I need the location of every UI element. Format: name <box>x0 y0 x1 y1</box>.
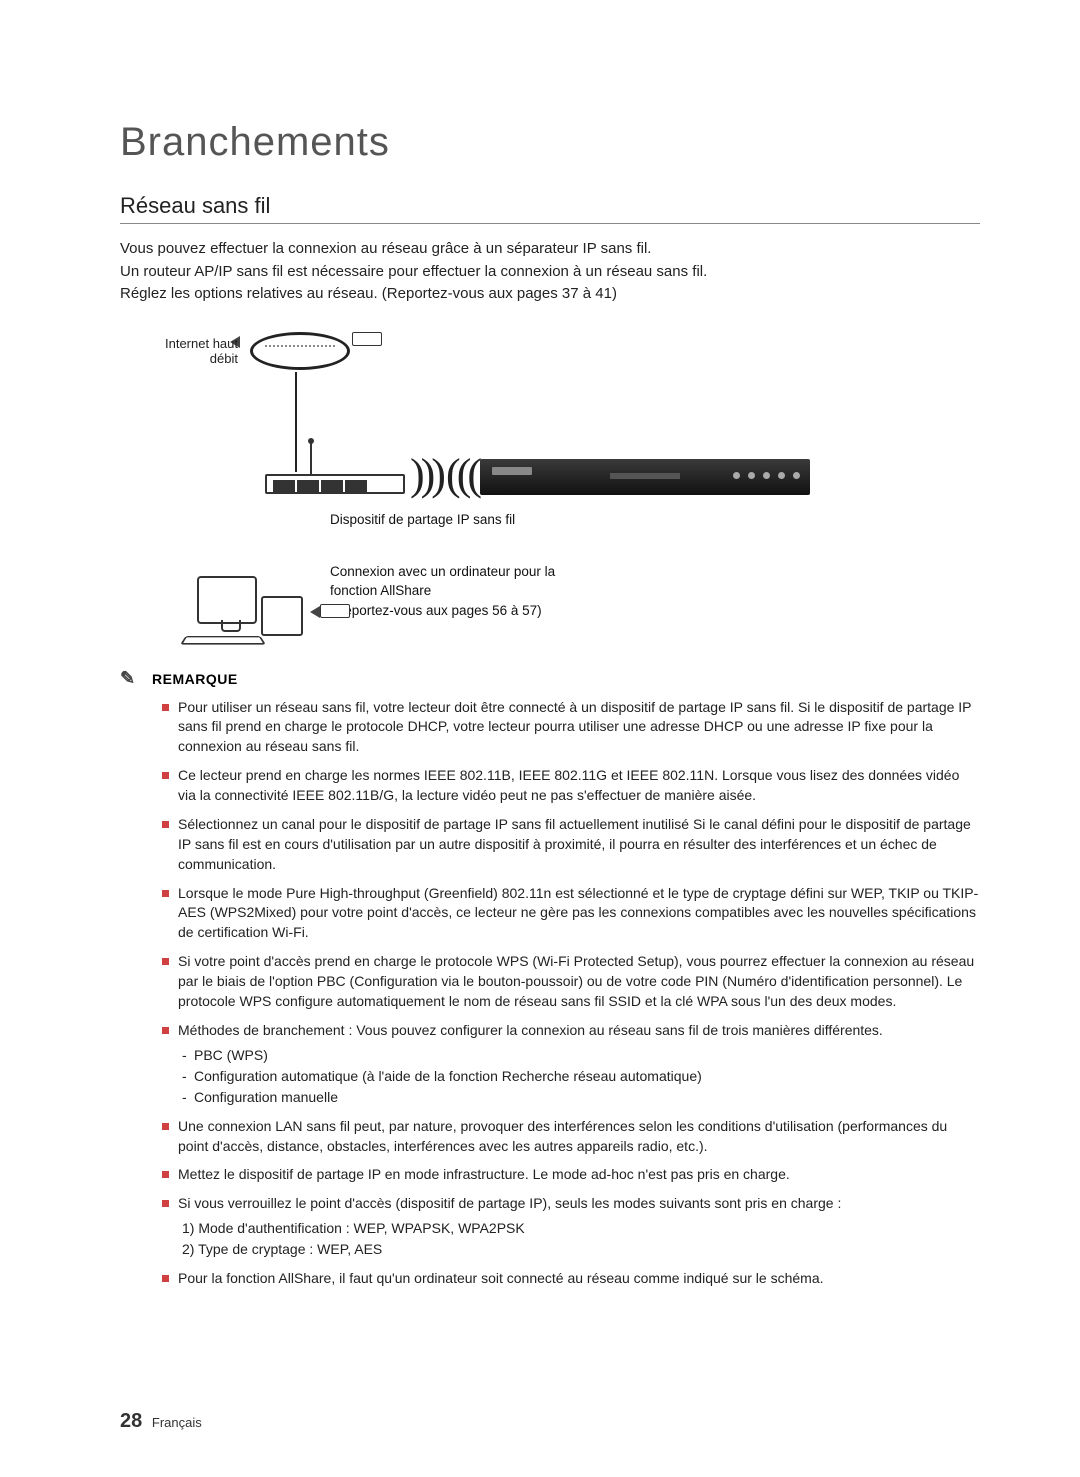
sublist-item: Configuration manuelle <box>182 1087 980 1108</box>
note-item: Lorsque le mode Pure High-throughput (Gr… <box>162 884 980 944</box>
router-label: Dispositif de partage IP sans fil <box>330 512 515 527</box>
intro-line: Un routeur AP/IP sans fil est nécessaire… <box>120 261 980 284</box>
note-item: Si votre point d'accès prend en charge l… <box>162 952 980 1012</box>
note-item: Sélectionnez un canal pour le dispositif… <box>162 815 980 875</box>
note-item: Pour utiliser un réseau sans fil, votre … <box>162 698 980 758</box>
modem-label-line: débit <box>138 351 238 366</box>
intro-line: Vous pouvez effectuer la connexion au ré… <box>120 238 980 261</box>
note-item: Une connexion LAN sans fil peut, par nat… <box>162 1117 980 1157</box>
modem-icon <box>250 332 350 370</box>
antenna-icon <box>310 442 312 474</box>
page-language: Français <box>152 1415 202 1430</box>
computer-icon <box>175 576 305 646</box>
keyboard-icon <box>180 636 266 645</box>
remarque-heading: REMARQUE <box>120 670 980 688</box>
cable-line <box>295 372 297 472</box>
section-title: Réseau sans fil <box>120 193 980 224</box>
network-diagram: Internet haut débit ))) ))) Dispositif d… <box>120 324 980 654</box>
intro-line: Réglez les options relatives au réseau. … <box>120 283 980 306</box>
wireless-wave-icon: ))) <box>410 449 442 500</box>
bluray-player-icon <box>480 459 810 495</box>
numlist-item: 1) Mode d'authentification : WEP, WPAPSK… <box>182 1218 980 1239</box>
player-controls-icon <box>733 472 800 479</box>
lock-numlist: 1) Mode d'authentification : WEP, WPAPSK… <box>178 1218 980 1260</box>
notes-list: Pour utiliser un réseau sans fil, votre … <box>120 698 980 1290</box>
page-footer: 28 Français <box>120 1410 202 1433</box>
router-icon <box>265 474 405 494</box>
note-text: Méthodes de branchement : Vous pouvez co… <box>178 1022 883 1038</box>
modem-label: Internet haut débit <box>138 336 238 366</box>
note-item: Mettez le dispositif de partage IP en mo… <box>162 1165 980 1185</box>
monitor-icon <box>197 576 257 624</box>
intro-paragraph: Vous pouvez effectuer la connexion au ré… <box>120 238 980 306</box>
label-line: fonction AllShare <box>330 581 555 601</box>
label-line: Connexion avec un ordinateur pour la <box>330 562 555 582</box>
note-item: Méthodes de branchement : Vous pouvez co… <box>162 1021 980 1108</box>
note-item: Si vous verrouillez le point d'accès (di… <box>162 1194 980 1260</box>
note-text: Si vous verrouillez le point d'accès (di… <box>178 1195 841 1211</box>
player-tray-icon <box>610 473 680 479</box>
sublist-item: Configuration automatique (à l'aide de l… <box>182 1066 980 1087</box>
chapter-title: Branchements <box>120 120 980 165</box>
sublist-item: PBC (WPS) <box>182 1045 980 1066</box>
numlist-item: 2) Type de cryptage : WEP, AES <box>182 1239 980 1260</box>
computer-label: Connexion avec un ordinateur pour la fon… <box>330 562 555 621</box>
modem-label-line: Internet haut <box>138 336 238 351</box>
methods-sublist: PBC (WPS) Configuration automatique (à l… <box>178 1045 980 1108</box>
connector-icon <box>352 332 382 346</box>
note-icon <box>120 670 142 688</box>
tower-icon <box>261 596 303 636</box>
remarque-heading-text: REMARQUE <box>152 671 238 687</box>
wireless-wave-icon: ))) <box>450 449 482 500</box>
note-item: Ce lecteur prend en charge les normes IE… <box>162 766 980 806</box>
label-line: (Reportez-vous aux pages 56 à 57) <box>330 601 555 621</box>
page-number: 28 <box>120 1410 142 1432</box>
note-item: Pour la fonction AllShare, il faut qu'un… <box>162 1269 980 1289</box>
arrow-icon <box>310 606 320 618</box>
connector-icon <box>320 604 350 618</box>
